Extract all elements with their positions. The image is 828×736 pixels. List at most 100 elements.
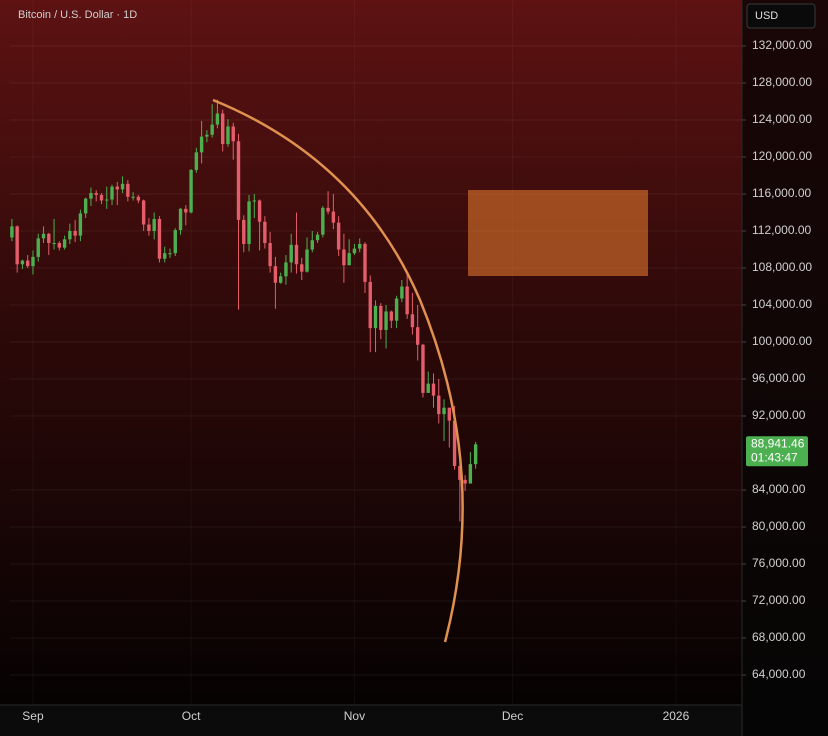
candle-body <box>236 141 241 220</box>
y-tick-label: 80,000.00 <box>752 519 806 533</box>
y-tick-label: 124,000.00 <box>752 112 812 126</box>
candle-body <box>252 200 257 202</box>
candle-body <box>452 420 457 466</box>
candle-body <box>73 230 77 236</box>
candle-body <box>373 305 378 329</box>
candle-body <box>205 134 209 137</box>
currency-button[interactable] <box>746 3 816 29</box>
candle-body <box>278 276 283 283</box>
candle-body <box>389 311 394 321</box>
candle-body <box>294 244 299 265</box>
candle-body <box>352 248 357 254</box>
candle-body <box>126 183 130 197</box>
x-tick-label: Oct <box>182 709 201 723</box>
candle-body <box>263 221 267 244</box>
price-axis-panel <box>742 0 828 736</box>
candle-body <box>163 253 167 259</box>
candle-body <box>141 200 146 225</box>
candle-body <box>31 256 35 267</box>
candle-body <box>62 239 67 248</box>
candle-body <box>78 213 83 236</box>
candle-body <box>458 465 462 480</box>
y-tick-label: 72,000.00 <box>752 593 806 607</box>
candle-body <box>178 208 183 231</box>
candle-body <box>268 243 272 267</box>
candle-body <box>331 211 336 223</box>
y-tick-label: 100,000.00 <box>752 334 812 348</box>
candle-body <box>257 200 262 222</box>
candle-body <box>368 281 372 329</box>
y-tick-label: 112,000.00 <box>752 223 811 237</box>
candle-body <box>147 224 151 231</box>
candle-body <box>131 196 135 198</box>
candle-body <box>421 344 425 393</box>
candle-body <box>215 113 220 125</box>
y-tick-label: 68,000.00 <box>752 630 806 644</box>
candle-body <box>47 233 51 244</box>
time-axis-panel <box>0 705 742 736</box>
candle-body <box>226 126 230 145</box>
candle-body <box>94 193 98 195</box>
last-price-box <box>746 436 808 467</box>
y-tick-label: 128,000.00 <box>752 75 812 89</box>
candle-body <box>110 186 114 200</box>
candle-body <box>242 219 246 244</box>
candle-body <box>310 240 314 250</box>
y-tick-label: 92,000.00 <box>752 408 806 422</box>
candle-body <box>284 262 288 277</box>
candle-body <box>342 249 346 266</box>
candle-body <box>41 233 46 239</box>
last-price-label: 88,941.46 <box>751 436 805 450</box>
candle-body <box>36 238 40 257</box>
candle-body <box>194 152 199 170</box>
candle-body <box>358 243 362 249</box>
candle-body <box>415 327 420 345</box>
candle-body <box>405 286 409 315</box>
x-tick-label: Sep <box>22 709 44 723</box>
candle-body <box>68 230 72 240</box>
candle-body <box>315 234 320 241</box>
candle-body <box>336 222 341 250</box>
candle-body <box>15 226 19 265</box>
candle-body <box>473 444 478 465</box>
y-tick-label: 64,000.00 <box>752 667 806 681</box>
candle-body <box>347 253 351 266</box>
y-tick-label: 108,000.00 <box>752 260 812 274</box>
candle-body <box>210 124 214 135</box>
candle-body <box>115 186 119 190</box>
candle-body <box>26 260 30 267</box>
candle-body <box>273 266 278 283</box>
currency-label[interactable]: USD <box>755 10 778 22</box>
highlight-zone <box>468 190 648 276</box>
axis-labels: 64,000.00 68,000.00 72,000.00 76,000.00 80,0… <box>22 38 812 723</box>
candle-body <box>410 314 415 328</box>
chart-title: Bitcoin / U.S. Dollar · 1D <box>18 9 137 21</box>
x-tick-label: 2026 <box>663 709 690 723</box>
candle-body <box>57 243 62 248</box>
candle-body <box>157 218 162 259</box>
plot-background <box>0 0 742 705</box>
y-tick-label: 116,000.00 <box>752 186 811 200</box>
candles <box>10 99 478 522</box>
y-tick-label: 76,000.00 <box>752 556 806 570</box>
candle-body <box>400 286 404 299</box>
candle-body <box>152 218 156 231</box>
candle-body <box>442 407 446 415</box>
candle-body <box>83 198 88 214</box>
candle-body <box>447 407 452 421</box>
y-tick-label: 96,000.00 <box>752 371 806 385</box>
candle-body <box>300 264 304 272</box>
y-tick-label: 84,000.00 <box>752 482 806 496</box>
x-tick-label: Nov <box>344 709 365 723</box>
candle-body <box>220 113 225 145</box>
candle-body <box>463 479 467 484</box>
candle-body <box>468 464 473 484</box>
candle-body <box>363 243 367 282</box>
candle-body <box>384 311 388 330</box>
y-tick-label: 120,000.00 <box>752 149 812 163</box>
candle-body <box>184 208 188 213</box>
candle-body <box>136 196 141 201</box>
candle-body <box>99 194 104 201</box>
candle-body <box>326 207 330 212</box>
